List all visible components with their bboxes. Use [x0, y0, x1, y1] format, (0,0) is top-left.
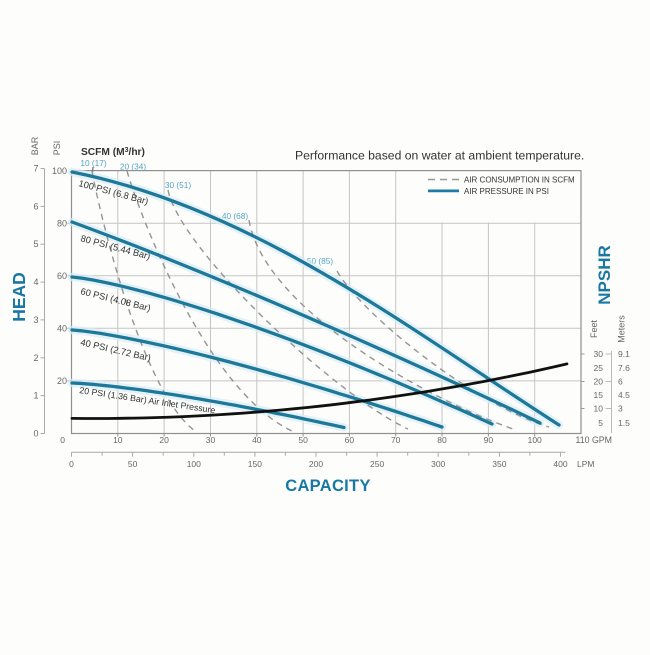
svg-text:15: 15	[594, 390, 604, 400]
svg-text:80: 80	[437, 435, 447, 445]
svg-text:1: 1	[33, 391, 38, 401]
svg-text:30 (51): 30 (51)	[165, 180, 192, 190]
svg-text:Feet: Feet	[589, 319, 599, 338]
svg-text:20 (34): 20 (34)	[120, 161, 147, 171]
svg-text:0: 0	[60, 435, 65, 445]
svg-text:350: 350	[492, 459, 506, 469]
svg-text:20: 20	[159, 435, 169, 445]
svg-text:4.5: 4.5	[618, 390, 630, 400]
svg-text:50: 50	[298, 435, 308, 445]
svg-text:9.1: 9.1	[618, 349, 630, 359]
svg-text:150: 150	[248, 459, 262, 469]
svg-text:70: 70	[391, 435, 401, 445]
svg-text:PSI: PSI	[52, 141, 62, 156]
svg-text:10: 10	[594, 404, 604, 414]
svg-text:0: 0	[69, 459, 74, 469]
svg-text:10 (17): 10 (17)	[80, 158, 107, 168]
svg-text:NPSHR: NPSHR	[595, 245, 614, 305]
svg-text:7: 7	[33, 164, 38, 174]
svg-text:100: 100	[52, 166, 67, 176]
svg-text:60: 60	[345, 435, 355, 445]
svg-text:40: 40	[252, 435, 262, 445]
svg-text:HEAD: HEAD	[9, 272, 29, 322]
svg-text:90: 90	[484, 435, 494, 445]
svg-text:400: 400	[553, 459, 567, 469]
svg-text:6: 6	[33, 201, 38, 211]
svg-text:20: 20	[594, 377, 604, 387]
svg-text:5: 5	[33, 239, 38, 249]
svg-text:25: 25	[594, 363, 604, 373]
svg-text:LPM: LPM	[577, 459, 594, 469]
svg-text:5: 5	[598, 418, 603, 428]
svg-text:6: 6	[618, 377, 623, 387]
svg-text:40 (68): 40 (68)	[222, 211, 249, 221]
svg-text:80: 80	[57, 218, 67, 228]
svg-text:100: 100	[187, 459, 201, 469]
svg-text:4: 4	[33, 277, 38, 287]
svg-text:300: 300	[431, 459, 445, 469]
svg-text:110 GPM: 110 GPM	[576, 435, 613, 445]
svg-text:2: 2	[33, 353, 38, 363]
svg-text:20: 20	[57, 376, 67, 386]
svg-text:60: 60	[57, 271, 67, 281]
svg-text:AIR PRESSURE IN PSI: AIR PRESSURE IN PSI	[464, 187, 549, 196]
svg-text:AIR CONSUMPTION IN SCFM: AIR CONSUMPTION IN SCFM	[464, 176, 575, 185]
svg-text:7.6: 7.6	[618, 363, 630, 373]
svg-text:50 (85): 50 (85)	[307, 256, 334, 266]
svg-text:Meters: Meters	[617, 315, 627, 343]
svg-text:50: 50	[128, 459, 138, 469]
svg-text:200: 200	[309, 459, 323, 469]
svg-text:CAPACITY: CAPACITY	[285, 477, 371, 495]
svg-text:Performance based on water at: Performance based on water at ambient te…	[295, 149, 584, 163]
svg-text:30: 30	[206, 435, 216, 445]
svg-text:40: 40	[57, 324, 67, 334]
svg-text:BAR: BAR	[30, 136, 40, 155]
svg-text:3: 3	[618, 404, 623, 414]
svg-text:3: 3	[33, 315, 38, 325]
svg-text:SCFM (M3/hr): SCFM (M3/hr)	[81, 147, 145, 158]
svg-text:1.5: 1.5	[618, 418, 630, 428]
svg-text:10: 10	[113, 435, 123, 445]
svg-text:100: 100	[528, 435, 542, 445]
svg-text:250: 250	[370, 459, 384, 469]
svg-text:30: 30	[594, 349, 604, 359]
svg-text:0: 0	[33, 429, 38, 439]
